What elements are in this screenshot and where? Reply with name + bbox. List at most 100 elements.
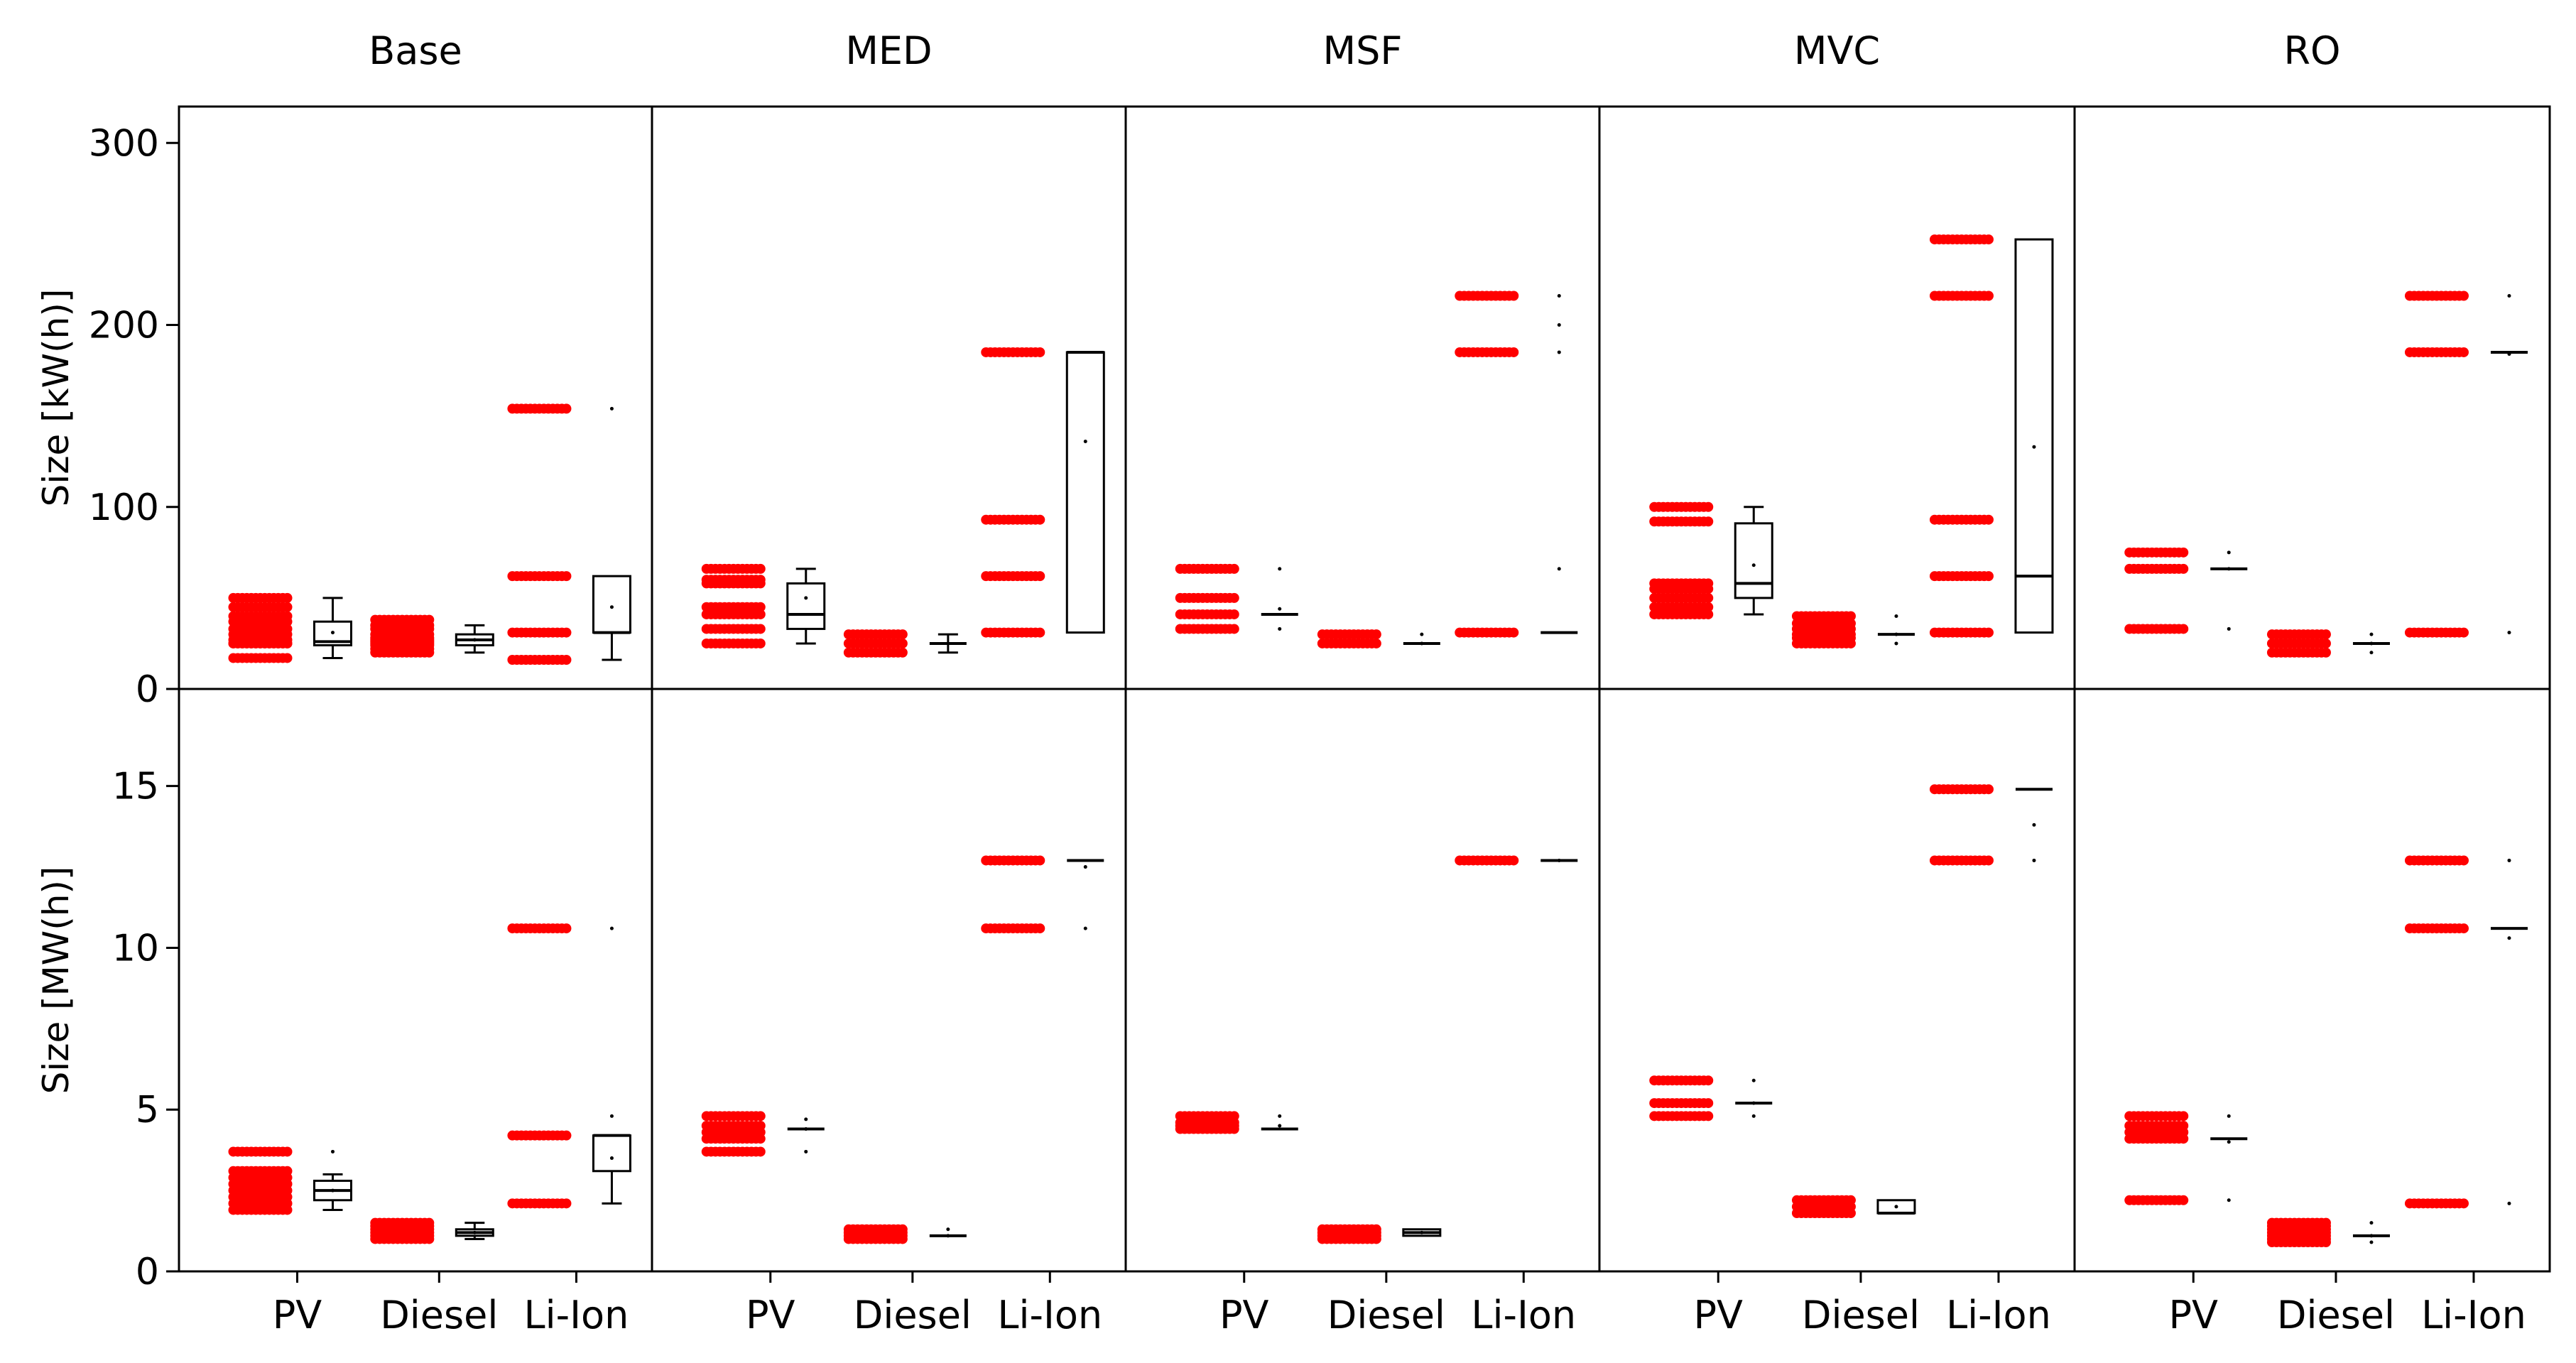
series-li-ion: Li-Ion bbox=[2404, 855, 2528, 1337]
box-outlier bbox=[1278, 567, 1282, 571]
box-outlier bbox=[2227, 1114, 2231, 1118]
x-tick-label: PV bbox=[1693, 1293, 1743, 1337]
series-li-ion bbox=[1929, 234, 2054, 638]
box-outlier bbox=[946, 1227, 950, 1232]
panel-ro-row-1: RO bbox=[2073, 28, 2551, 690]
data-point bbox=[1845, 1195, 1856, 1205]
data-point bbox=[755, 575, 766, 585]
box-outlier bbox=[2369, 651, 2374, 655]
data-point bbox=[1035, 923, 1045, 934]
box-outlier bbox=[2369, 1240, 2374, 1244]
y-tick-label: 300 bbox=[89, 122, 159, 165]
data-point bbox=[2178, 624, 2189, 634]
series-diesel: Diesel bbox=[370, 1217, 498, 1337]
data-point bbox=[1703, 592, 1714, 603]
data-point bbox=[755, 624, 766, 634]
data-point bbox=[1229, 624, 1239, 634]
data-point bbox=[282, 1146, 293, 1157]
series-li-ion: Li-Ion bbox=[1455, 855, 1578, 1337]
series-diesel: Diesel bbox=[1317, 1224, 1445, 1337]
series-li-ion bbox=[507, 403, 631, 665]
chart-row-1: Size [kW(h)] 0 100 200 300 Base MED MSF MVC RO bbox=[36, 28, 2551, 711]
series-pv bbox=[701, 563, 826, 648]
box-outlier bbox=[609, 406, 614, 411]
box-mean bbox=[2369, 641, 2374, 646]
data-point bbox=[561, 923, 572, 934]
box-mean bbox=[609, 605, 614, 609]
panel-mvc-row-1: MVC bbox=[1598, 28, 2076, 690]
data-point bbox=[755, 1146, 766, 1157]
series-diesel: Diesel bbox=[1791, 1195, 1920, 1337]
box-outlier bbox=[804, 1149, 808, 1153]
data-point bbox=[1509, 627, 1519, 638]
box-outlier bbox=[2507, 294, 2511, 298]
series-li-ion bbox=[981, 347, 1105, 638]
panel-title: Base bbox=[369, 28, 462, 73]
box-mean bbox=[1420, 1230, 1424, 1234]
data-point bbox=[561, 571, 572, 582]
series-pv: PV bbox=[1175, 1111, 1298, 1337]
series-pv: PV bbox=[2124, 1111, 2248, 1337]
data-point bbox=[2458, 290, 2469, 301]
data-point bbox=[1371, 629, 1381, 640]
data-point bbox=[1983, 784, 1994, 795]
series-pv: PV bbox=[228, 1146, 352, 1337]
panel-title: MSF bbox=[1323, 28, 1403, 73]
series-pv bbox=[1175, 563, 1298, 634]
data-point bbox=[2178, 1111, 2189, 1122]
box-iqr bbox=[313, 620, 352, 646]
box-mean bbox=[804, 596, 808, 600]
data-point bbox=[1703, 609, 1714, 619]
box-outlier bbox=[1557, 294, 1561, 298]
panel-mvc-row-2: PV Diesel Li-Ion bbox=[1598, 688, 2076, 1337]
series-li-ion bbox=[2404, 290, 2528, 638]
data-point bbox=[897, 638, 908, 648]
series-pv bbox=[1649, 501, 1773, 619]
data-point bbox=[755, 602, 766, 612]
x-tick-label: Li-Ion bbox=[997, 1293, 1102, 1337]
data-point bbox=[2458, 1198, 2469, 1209]
box-mean bbox=[1557, 567, 1561, 571]
data-point bbox=[2320, 647, 2331, 658]
series-diesel: Diesel bbox=[2266, 1217, 2395, 1337]
box-mean bbox=[1751, 1101, 1756, 1105]
box-outlier bbox=[2507, 858, 2511, 862]
box-mean bbox=[804, 1127, 808, 1131]
data-point bbox=[2320, 638, 2331, 648]
box-iqr bbox=[786, 582, 826, 630]
box-outlier bbox=[1083, 926, 1087, 930]
data-point bbox=[1703, 516, 1714, 527]
series-diesel bbox=[1791, 611, 1915, 648]
panel-base-row-2: PV Diesel Li-Ion bbox=[178, 688, 653, 1337]
box-outlier bbox=[1420, 632, 1424, 636]
x-tick-label: Diesel bbox=[1327, 1293, 1445, 1337]
box-outlier bbox=[609, 926, 614, 930]
data-point bbox=[1983, 290, 1994, 301]
data-point bbox=[561, 403, 572, 414]
panel-frame bbox=[1124, 688, 1601, 1273]
data-point bbox=[561, 1130, 572, 1141]
box-iqr bbox=[592, 575, 631, 634]
box-mean bbox=[609, 1156, 614, 1161]
box-mean bbox=[2032, 445, 2036, 449]
box-outlier bbox=[2369, 632, 2374, 636]
data-point bbox=[1229, 563, 1239, 574]
data-point bbox=[2458, 923, 2469, 934]
panel-frame bbox=[651, 688, 1127, 1273]
data-point bbox=[1703, 501, 1714, 512]
box-outlier bbox=[331, 1149, 335, 1153]
box-mean bbox=[2227, 567, 2231, 571]
box-outlier bbox=[2032, 858, 2036, 862]
data-point bbox=[2178, 547, 2189, 558]
data-point bbox=[1983, 627, 1994, 638]
data-point bbox=[1035, 855, 1045, 866]
x-tick-label: Diesel bbox=[1802, 1293, 1920, 1337]
data-point bbox=[1983, 234, 1994, 245]
data-point bbox=[1035, 347, 1045, 357]
series-li-ion bbox=[1455, 290, 1578, 638]
series-li-ion: Li-Ion bbox=[507, 923, 631, 1337]
box-mean bbox=[1278, 607, 1282, 611]
panel-msf-row-2: PV Diesel Li-Ion bbox=[1124, 688, 1601, 1337]
data-point bbox=[1035, 571, 1045, 582]
